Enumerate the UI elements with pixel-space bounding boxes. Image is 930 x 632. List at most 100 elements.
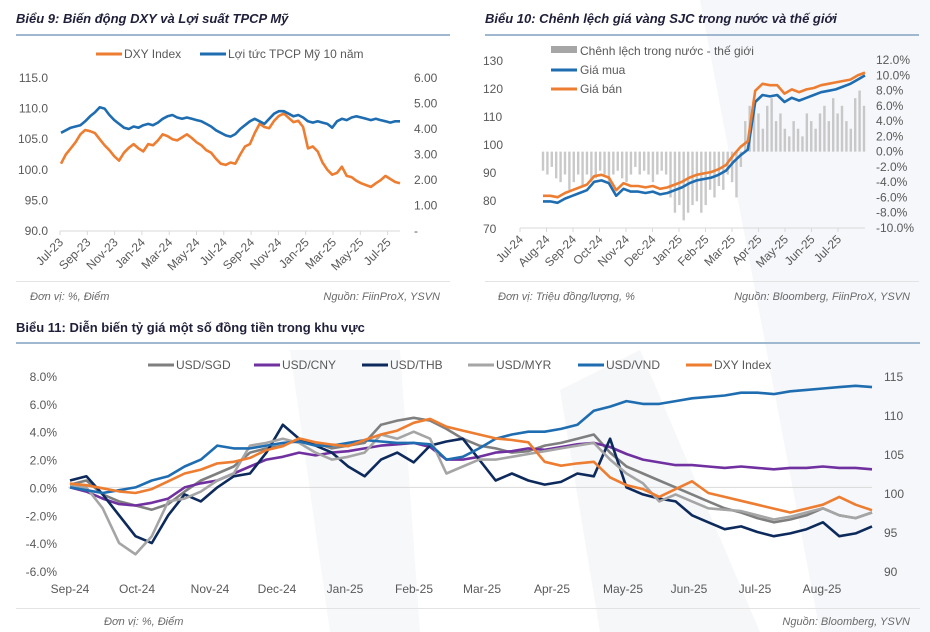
series-line-gi-mua xyxy=(543,74,866,205)
chart-9-title-rule xyxy=(16,34,450,36)
y-left-tick-label: -4.0% xyxy=(26,537,58,551)
bar-spread xyxy=(568,151,571,190)
legend-label-dxy-index: DXY Index xyxy=(124,47,181,61)
series-line-gi-b-n xyxy=(543,71,866,199)
chart-10-title: Biểu 10: Chênh lệch giá vàng SJC trong n… xyxy=(485,11,837,26)
bar-spread xyxy=(616,151,619,171)
bar-spread xyxy=(805,113,809,152)
y-right-tick-label: -2.0% xyxy=(876,160,908,174)
x-tick-label: Aug-25 xyxy=(803,582,842,596)
legend-label-usd-myr: USD/MYR xyxy=(496,358,552,372)
chart-11-title-rule xyxy=(16,342,920,344)
bar-spread xyxy=(603,151,606,175)
legend-label-usd-vnd: USD/VND xyxy=(606,358,660,372)
bar-spread xyxy=(814,128,817,152)
bar-spread xyxy=(563,151,567,175)
y-right-tick-label: - xyxy=(414,224,418,238)
chart-11-title: Biểu 11: Diễn biến tỷ giá một số đồng ti… xyxy=(16,320,365,335)
chart-10-source: Nguồn: Bloomberg, FiinProX, YSVN xyxy=(734,291,910,303)
chart-10-title-rule xyxy=(485,34,919,36)
bar-spread xyxy=(761,128,765,152)
bar-spread xyxy=(854,98,857,152)
bar-spread xyxy=(554,151,558,179)
bar-spread xyxy=(730,151,734,183)
chart-11-source: Nguồn: Bloomberg, YSVN xyxy=(782,616,910,628)
bar-spread xyxy=(612,151,615,175)
x-tick-label: Jul-25 xyxy=(739,582,772,596)
x-tick-label: Jun-25 xyxy=(671,582,708,596)
bar-spread xyxy=(757,113,760,152)
bar-spread xyxy=(678,151,681,206)
bar-spread xyxy=(664,151,668,175)
x-tick-label: Mar-25 xyxy=(463,582,501,596)
y-left-tick-label: 100 xyxy=(483,138,503,152)
y-right-tick-label: 90 xyxy=(884,565,898,579)
legend-swatch-ch-nh-l-ch-trong-n-c-th-gi-i xyxy=(551,46,577,53)
bar-spread xyxy=(647,151,650,175)
bar-spread xyxy=(620,151,624,179)
bar-spread xyxy=(669,151,672,198)
y-left-tick-label: 110 xyxy=(483,110,502,124)
series-line-usd-myr xyxy=(69,430,873,556)
x-tick-label: Apr-25 xyxy=(534,582,570,596)
y-right-tick-label: 1.00 xyxy=(414,199,438,213)
chart-11-unit: Đơn vị: %, Điểm xyxy=(104,616,184,628)
bar-spread xyxy=(858,90,861,152)
y-right-tick-label: 95 xyxy=(884,526,898,540)
bar-spread xyxy=(862,105,866,152)
chart-10-unit: Đơn vị: Triệu đồng/lượng, % xyxy=(498,291,635,303)
series-line-l-i-t-c-tpcp-m-10-n-m xyxy=(60,106,400,138)
series-line-dxy-index xyxy=(69,417,873,514)
bar-spread xyxy=(695,151,699,202)
bar-spread xyxy=(607,151,611,183)
bar-spread xyxy=(634,151,637,167)
x-tick-label: Jan-25 xyxy=(327,582,364,596)
y-right-tick-label: 12.0% xyxy=(876,53,910,67)
legend-label-usd-cny: USD/CNY xyxy=(282,358,336,372)
y-right-tick-label: -6.0% xyxy=(876,190,908,204)
bar-spread xyxy=(796,128,800,152)
y-right-tick-label: 110 xyxy=(884,409,903,423)
x-tick-label: Dec-24 xyxy=(258,582,297,596)
legend-label-usd-sgd: USD/SGD xyxy=(176,358,231,372)
bar-spread xyxy=(638,151,641,175)
y-left-tick-label: -2.0% xyxy=(26,509,58,523)
bar-spread xyxy=(818,113,822,152)
bar-spread xyxy=(849,128,853,152)
y-left-tick-label: -6.0% xyxy=(26,565,58,579)
chart-11-footer-rule xyxy=(16,608,920,609)
y-left-tick-label: 6.0% xyxy=(30,398,58,412)
bar-spread xyxy=(770,98,773,152)
x-tick-label: Sep-24 xyxy=(51,582,90,596)
bar-spread xyxy=(832,98,835,152)
bar-spread xyxy=(700,151,703,213)
bar-spread xyxy=(792,121,795,152)
y-right-tick-label: -8.0% xyxy=(876,206,908,220)
bar-spread xyxy=(572,151,575,183)
bar-spread xyxy=(550,151,553,167)
y-right-tick-label: 4.00 xyxy=(414,122,438,136)
series-line-usd-vnd xyxy=(69,384,873,495)
chart-10-footer-rule xyxy=(485,281,919,282)
y-right-tick-label: 100 xyxy=(884,487,904,501)
y-right-tick-label: 3.00 xyxy=(414,148,438,162)
bar-spread xyxy=(642,151,646,171)
bar-spread xyxy=(594,151,597,179)
y-left-tick-label: 115.0 xyxy=(19,71,48,85)
bar-spread xyxy=(779,113,782,152)
y-right-tick-label: 6.00 xyxy=(414,71,438,85)
bar-spread xyxy=(735,151,738,198)
bar-spread xyxy=(581,151,584,186)
y-left-tick-label: 95.0 xyxy=(25,193,49,207)
y-left-tick-label: 90.0 xyxy=(25,224,49,238)
y-left-tick-label: 130 xyxy=(483,54,503,68)
x-tick-label: Oct-24 xyxy=(119,582,155,596)
legend-label-gi-b-n: Giá bán xyxy=(580,82,622,96)
legend-label-ch-nh-l-ch-trong-n-c-th-gi-i: Chênh lệch trong nước - thế giới xyxy=(580,44,754,58)
bar-spread xyxy=(660,151,663,171)
bar-spread xyxy=(590,151,593,183)
chart-9-title: Biểu 9: Biến động DXY và Lợi suất TPCP M… xyxy=(16,11,289,26)
bar-spread xyxy=(739,151,743,167)
